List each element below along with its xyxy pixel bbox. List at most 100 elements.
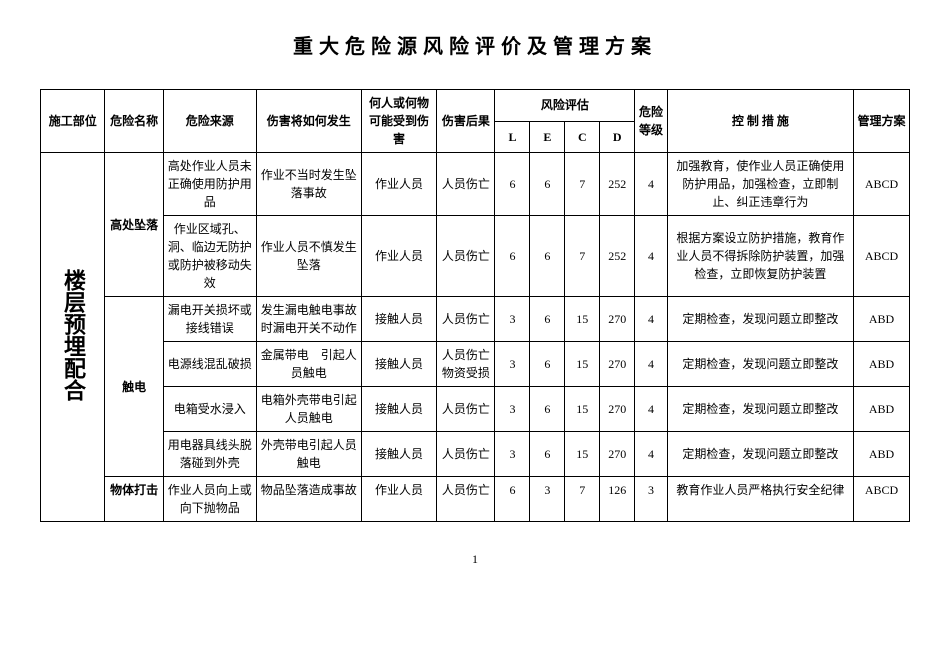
header-risk-eval: 风险评估 <box>495 90 635 122</box>
cell-C: 15 <box>565 342 600 387</box>
header-site: 施工部位 <box>41 90 105 153</box>
cell-level: 4 <box>635 216 668 297</box>
cell-measure: 加强教育，使作业人员正确使用防护用品，加强检查，立即制止、纠正违章行为 <box>667 153 853 216</box>
header-level: 危险等级 <box>635 90 668 153</box>
cell-level: 4 <box>635 297 668 342</box>
document-title: 重大危险源风险评价及管理方案 <box>40 30 910 59</box>
cell-D: 270 <box>600 387 635 432</box>
cell-hazard-name: 物体打击 <box>105 477 163 522</box>
cell-result: 人员伤亡 <box>437 297 495 342</box>
cell-how: 发生漏电触电事故时漏电开关不动作 <box>256 297 361 342</box>
header-measure: 控 制 措 施 <box>667 90 853 153</box>
cell-plan: ABCD <box>854 477 910 522</box>
cell-measure: 教育作业人员严格执行安全纪律 <box>667 477 853 522</box>
cell-source: 高处作业人员未正确使用防护用品 <box>163 153 256 216</box>
cell-who: 接触人员 <box>361 432 437 477</box>
cell-how: 物品坠落造成事故 <box>256 477 361 522</box>
table-row: 电箱受水浸入电箱外壳带电引起人员触电接触人员人员伤亡36152704定期检查，发… <box>41 387 910 432</box>
cell-how: 作业不当时发生坠落事故 <box>256 153 361 216</box>
cell-measure: 定期检查，发现问题立即整改 <box>667 432 853 477</box>
table-row: 楼层预埋配合高处坠落高处作业人员未正确使用防护用品作业不当时发生坠落事故作业人员… <box>41 153 910 216</box>
header-D: D <box>600 121 635 153</box>
page-number: 1 <box>40 552 910 567</box>
cell-who: 接触人员 <box>361 297 437 342</box>
cell-who: 作业人员 <box>361 477 437 522</box>
cell-result: 人员伤亡 <box>437 477 495 522</box>
cell-E: 3 <box>530 477 565 522</box>
cell-D: 270 <box>600 297 635 342</box>
cell-source: 漏电开关损坏或接线错误 <box>163 297 256 342</box>
cell-E: 6 <box>530 387 565 432</box>
cell-plan: ABD <box>854 342 910 387</box>
cell-level: 4 <box>635 342 668 387</box>
table-row: 电源线混乱破损金属带电 引起人员触电接触人员人员伤亡物资受损36152704定期… <box>41 342 910 387</box>
cell-who: 作业人员 <box>361 216 437 297</box>
cell-L: 3 <box>495 342 530 387</box>
table-row: 触电漏电开关损坏或接线错误发生漏电触电事故时漏电开关不动作接触人员人员伤亡361… <box>41 297 910 342</box>
cell-who: 接触人员 <box>361 342 437 387</box>
cell-D: 270 <box>600 432 635 477</box>
cell-E: 6 <box>530 342 565 387</box>
cell-E: 6 <box>530 432 565 477</box>
cell-level: 4 <box>635 153 668 216</box>
cell-E: 6 <box>530 216 565 297</box>
cell-plan: ABCD <box>854 153 910 216</box>
cell-hazard-name: 高处坠落 <box>105 153 163 297</box>
header-source: 危险来源 <box>163 90 256 153</box>
cell-level: 4 <box>635 432 668 477</box>
cell-result: 人员伤亡 <box>437 153 495 216</box>
cell-L: 3 <box>495 432 530 477</box>
cell-measure: 定期检查，发现问题立即整改 <box>667 387 853 432</box>
cell-site: 楼层预埋配合 <box>41 153 105 522</box>
cell-level: 3 <box>635 477 668 522</box>
cell-source: 作业人员向上或向下抛物品 <box>163 477 256 522</box>
cell-how: 金属带电 引起人员触电 <box>256 342 361 387</box>
header-L: L <box>495 121 530 153</box>
cell-plan: ABD <box>854 297 910 342</box>
cell-plan: ABD <box>854 432 910 477</box>
cell-source: 用电器具线头脱落碰到外壳 <box>163 432 256 477</box>
cell-C: 7 <box>565 216 600 297</box>
cell-E: 6 <box>530 297 565 342</box>
cell-C: 15 <box>565 387 600 432</box>
cell-measure: 根据方案设立防护措施，教育作业人员不得拆除防护装置，加强检查，立即恢复防护装置 <box>667 216 853 297</box>
cell-D: 126 <box>600 477 635 522</box>
cell-L: 3 <box>495 387 530 432</box>
cell-measure: 定期检查，发现问题立即整改 <box>667 342 853 387</box>
cell-result: 人员伤亡 <box>437 387 495 432</box>
cell-L: 6 <box>495 216 530 297</box>
cell-source: 作业区域孔、洞、临边无防护或防护被移动失效 <box>163 216 256 297</box>
cell-who: 接触人员 <box>361 387 437 432</box>
cell-who: 作业人员 <box>361 153 437 216</box>
cell-result: 人员伤亡物资受损 <box>437 342 495 387</box>
cell-C: 15 <box>565 297 600 342</box>
cell-how: 外壳带电引起人员触电 <box>256 432 361 477</box>
cell-D: 270 <box>600 342 635 387</box>
cell-C: 7 <box>565 477 600 522</box>
header-plan: 管理方案 <box>854 90 910 153</box>
table-row: 用电器具线头脱落碰到外壳外壳带电引起人员触电接触人员人员伤亡36152704定期… <box>41 432 910 477</box>
cell-C: 7 <box>565 153 600 216</box>
cell-plan: ABCD <box>854 216 910 297</box>
cell-L: 3 <box>495 297 530 342</box>
header-C: C <box>565 121 600 153</box>
risk-table: 施工部位 危险名称 危险来源 伤害将如何发生 何人或何物可能受到伤害 伤害后果 … <box>40 89 910 522</box>
cell-D: 252 <box>600 216 635 297</box>
site-label-text: 楼层预埋配合 <box>49 269 97 401</box>
cell-how: 作业人员不慎发生坠落 <box>256 216 361 297</box>
table-row: 物体打击作业人员向上或向下抛物品物品坠落造成事故作业人员人员伤亡6371263教… <box>41 477 910 522</box>
cell-how: 电箱外壳带电引起人员触电 <box>256 387 361 432</box>
cell-source: 电箱受水浸入 <box>163 387 256 432</box>
header-E: E <box>530 121 565 153</box>
cell-source: 电源线混乱破损 <box>163 342 256 387</box>
cell-level: 4 <box>635 387 668 432</box>
cell-D: 252 <box>600 153 635 216</box>
header-how: 伤害将如何发生 <box>256 90 361 153</box>
cell-hazard-name: 触电 <box>105 297 163 477</box>
header-who: 何人或何物可能受到伤害 <box>361 90 437 153</box>
cell-L: 6 <box>495 153 530 216</box>
cell-L: 6 <box>495 477 530 522</box>
header-hazard-name: 危险名称 <box>105 90 163 153</box>
cell-result: 人员伤亡 <box>437 432 495 477</box>
cell-result: 人员伤亡 <box>437 216 495 297</box>
